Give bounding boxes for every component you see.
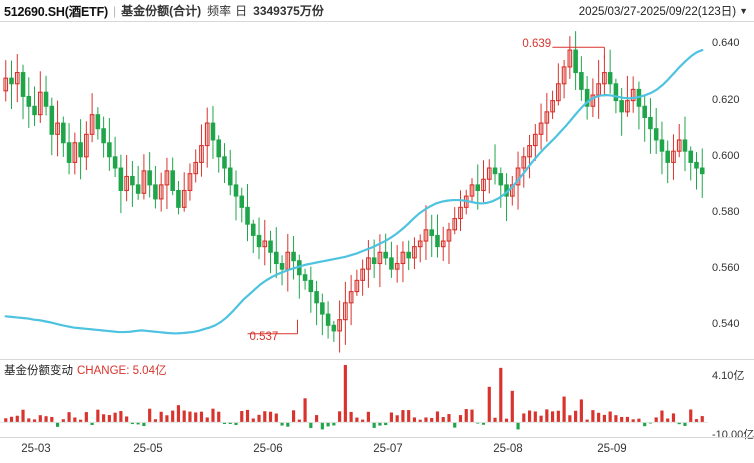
x-axis-tick: 25-03	[21, 443, 51, 455]
date-range-selector[interactable]: 2025/03/27-2025/09/22(123日) ▼	[579, 3, 750, 19]
share-change-y-tick: 4.10亿	[712, 369, 745, 382]
x-axis-tick: 25-05	[133, 443, 163, 455]
share-change-label: 基金份额变动 CHANGE: 5.04亿	[4, 362, 166, 378]
share-change-pane[interactable]: 基金份额变动 CHANGE: 5.04亿 4.10亿 -10.00亿	[0, 359, 754, 441]
chevron-down-icon: ▼	[739, 5, 748, 16]
price-y-tick: 0.560	[712, 262, 740, 275]
share-change-y-tick: -10.00亿	[712, 429, 754, 441]
date-range-text: 2025/03/27-2025/09/22(123日)	[578, 5, 737, 18]
price-y-tick: 0.580	[712, 205, 740, 218]
share-change-value: CHANGE: 5.04亿	[77, 365, 167, 377]
x-axis-tick: 25-07	[373, 443, 403, 455]
frequency-label: 频率	[207, 4, 232, 18]
low-annotation: 0.537	[249, 330, 279, 343]
price-pane[interactable]: 0.540 0.560 0.580 0.600 0.620 0.640 0.639 0.5…	[0, 22, 754, 359]
latest-value: 3349375万份	[253, 4, 324, 18]
symbol-title: 512690.SH(酒ETF)	[4, 5, 108, 19]
price-y-tick: 0.620	[712, 93, 740, 106]
share-change-y-axis: 4.10亿 -10.00亿	[708, 360, 754, 441]
price-plot[interactable]	[0, 22, 708, 359]
price-y-tick: 0.640	[712, 37, 740, 50]
x-axis-tick: 25-08	[493, 443, 523, 455]
frequency-value: 日	[235, 4, 248, 18]
high-annotation: 0.639	[522, 38, 552, 51]
chart-header: 512690.SH(酒ETF) | 基金份额(合计) 频率 日 3349375万…	[0, 0, 754, 22]
share-change-title: 基金份额变动	[4, 365, 73, 377]
price-y-tick: 0.600	[712, 149, 740, 162]
share-change-svg	[0, 364, 708, 430]
price-y-tick: 0.540	[712, 318, 740, 331]
metric-label: 基金份额(合计)	[121, 4, 202, 18]
header-separator: |	[112, 3, 117, 18]
x-axis-tick: 25-06	[253, 443, 283, 455]
x-axis: 25-03 25-05 25-06 25-07 25-08 25-09	[0, 437, 754, 463]
x-axis-tick: 25-09	[597, 443, 627, 455]
price-y-axis: 0.540 0.560 0.580 0.600 0.620 0.640	[708, 22, 754, 359]
price-svg	[3, 31, 705, 353]
